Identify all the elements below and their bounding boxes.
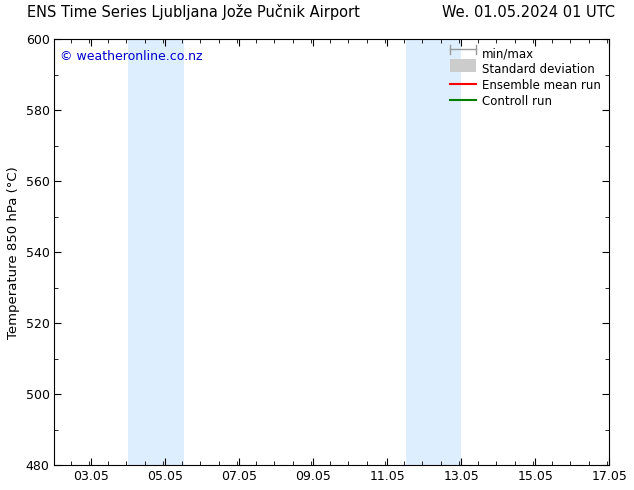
Text: © weatheronline.co.nz: © weatheronline.co.nz: [60, 50, 202, 63]
Bar: [128, 39, 184, 465]
Y-axis label: Temperature 850 hPa (°C): Temperature 850 hPa (°C): [7, 166, 20, 339]
Text: We. 01.05.2024 01 UTC: We. 01.05.2024 01 UTC: [442, 5, 615, 20]
Legend: min/max, Standard deviation, Ensemble mean run, Controll run: min/max, Standard deviation, Ensemble me…: [445, 43, 605, 113]
Text: ENS Time Series Ljubljana Jože Pučnik Airport: ENS Time Series Ljubljana Jože Pučnik Ai…: [27, 4, 359, 20]
Bar: [406, 39, 461, 465]
